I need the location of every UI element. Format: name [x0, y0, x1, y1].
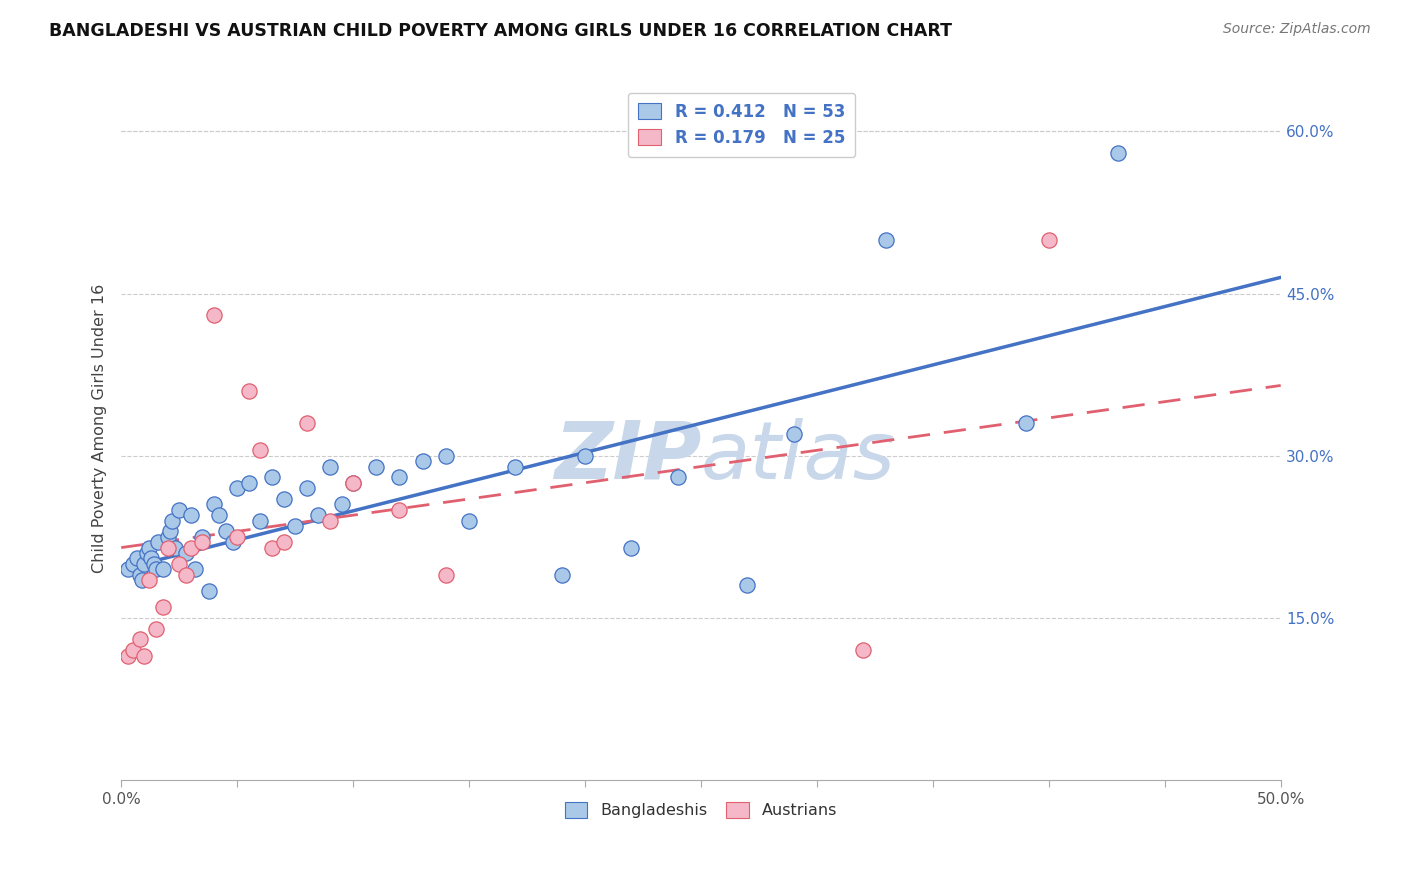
Point [412, 454, 434, 468]
Point [156, 530, 179, 544]
Point [238, 475, 260, 490]
Point [434, 567, 457, 582]
Point [330, 497, 353, 511]
Point [117, 562, 139, 576]
Point [180, 508, 202, 523]
Point [260, 470, 283, 484]
Point [121, 643, 143, 657]
Point [505, 459, 527, 474]
Point [388, 470, 411, 484]
Point [342, 475, 364, 490]
Point [152, 562, 174, 576]
Point [319, 514, 342, 528]
Point [159, 524, 181, 539]
Point [131, 573, 153, 587]
Point [574, 449, 596, 463]
Text: atlas: atlas [702, 417, 896, 496]
Point [249, 514, 271, 528]
Point [138, 541, 160, 555]
Point [875, 233, 897, 247]
Point [319, 459, 342, 474]
Point [128, 567, 150, 582]
Point [191, 535, 214, 549]
Point [174, 546, 197, 560]
Point [174, 567, 197, 582]
Point [207, 508, 229, 523]
Point [434, 449, 457, 463]
Point [273, 491, 295, 506]
Point [366, 459, 388, 474]
Point [202, 308, 225, 322]
Point [180, 541, 202, 555]
Point [145, 562, 167, 576]
Point [163, 541, 186, 555]
Point [184, 562, 207, 576]
Point [162, 514, 184, 528]
Point [128, 632, 150, 647]
Point [202, 497, 225, 511]
Point [141, 551, 163, 566]
Point [221, 535, 243, 549]
Point [198, 583, 221, 598]
Point [295, 481, 318, 495]
Point [226, 481, 249, 495]
Point [226, 530, 249, 544]
Point [191, 530, 214, 544]
Point [458, 514, 481, 528]
Point [117, 648, 139, 663]
Point [138, 573, 160, 587]
Point [1107, 146, 1129, 161]
Point [737, 578, 759, 592]
Point [620, 541, 643, 555]
Text: ZIP: ZIP [554, 417, 702, 496]
Point [666, 470, 689, 484]
Point [1014, 417, 1036, 431]
Point [307, 508, 329, 523]
Point [156, 541, 179, 555]
Point [152, 600, 174, 615]
Legend: Bangladeshis, Austrians: Bangladeshis, Austrians [558, 796, 844, 825]
Point [134, 648, 156, 663]
Y-axis label: Child Poverty Among Girls Under 16: Child Poverty Among Girls Under 16 [93, 284, 107, 574]
Point [142, 557, 165, 571]
Point [1038, 233, 1060, 247]
Point [295, 417, 318, 431]
Point [134, 557, 156, 571]
Point [284, 519, 307, 533]
Point [273, 535, 295, 549]
Point [260, 541, 283, 555]
Text: Source: ZipAtlas.com: Source: ZipAtlas.com [1223, 22, 1371, 37]
Point [145, 622, 167, 636]
Text: BANGLADESHI VS AUSTRIAN CHILD POVERTY AMONG GIRLS UNDER 16 CORRELATION CHART: BANGLADESHI VS AUSTRIAN CHILD POVERTY AM… [49, 22, 952, 40]
Point [167, 502, 190, 516]
Point [388, 502, 411, 516]
Point [783, 427, 806, 442]
Point [249, 443, 271, 458]
Point [121, 557, 143, 571]
Point [342, 475, 364, 490]
Point [214, 524, 236, 539]
Point [238, 384, 260, 398]
Point [148, 535, 170, 549]
Point [127, 551, 149, 566]
Point [852, 643, 875, 657]
Point [167, 557, 190, 571]
Point [135, 546, 157, 560]
Point [551, 567, 574, 582]
